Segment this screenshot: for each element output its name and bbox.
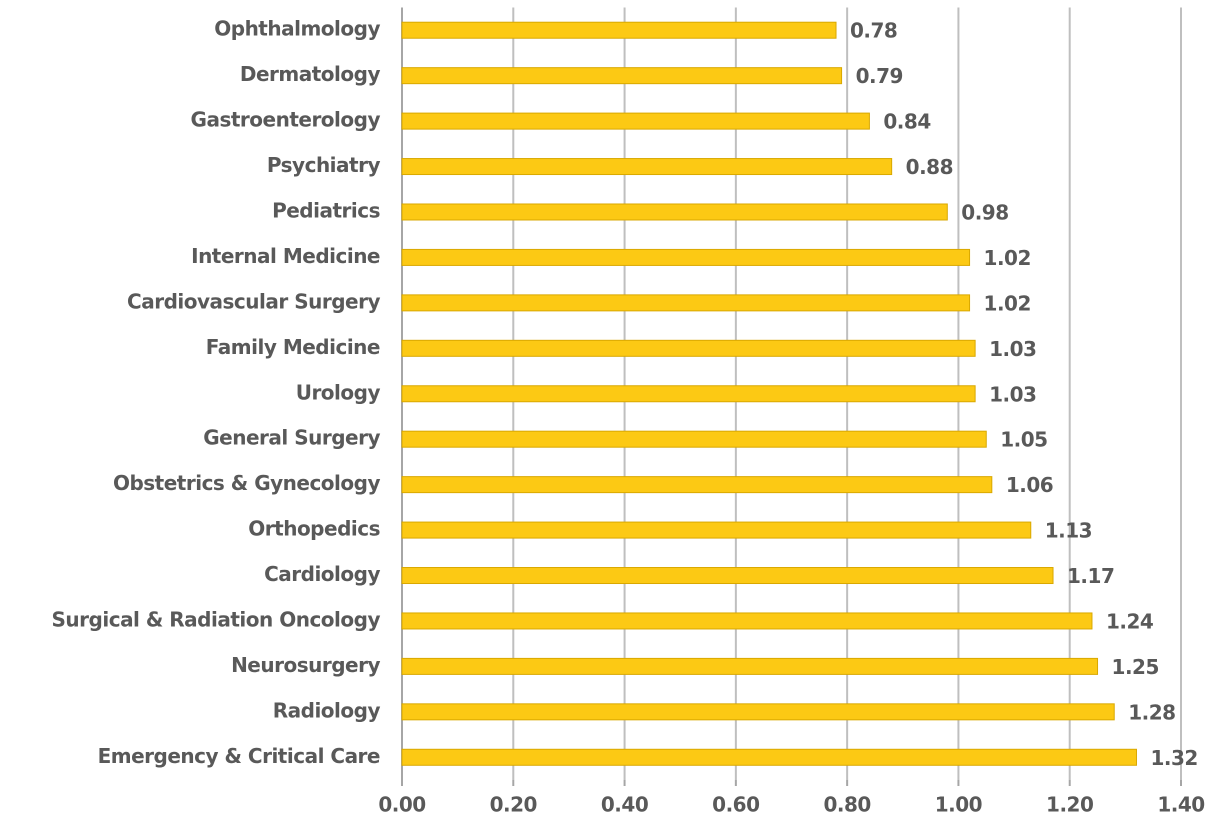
data-label: 1.02 (984, 291, 1031, 315)
y-tick-label: Dermatology (240, 62, 381, 86)
bar (401, 248, 971, 266)
data-label: 1.02 (984, 246, 1031, 270)
y-tick-label: Family Medicine (206, 335, 380, 359)
y-tick-label: Orthopedics (248, 517, 380, 541)
y-tick-label: Surgical & Radiation Oncology (52, 607, 381, 631)
y-tick-label: Radiology (273, 698, 381, 722)
y-tick-label: Pediatrics (272, 198, 380, 222)
data-label: 0.84 (883, 110, 930, 134)
data-label: 1.06 (1006, 473, 1053, 497)
data-label: 1.05 (1000, 428, 1047, 452)
bar (401, 158, 893, 176)
data-label: 1.28 (1128, 700, 1175, 724)
bar (401, 703, 1115, 721)
data-label: 0.78 (850, 19, 897, 43)
bar (401, 657, 1099, 675)
x-tick-label: 0.80 (823, 793, 870, 817)
x-tick-label: 1.40 (1157, 793, 1204, 817)
bar (401, 612, 1093, 630)
y-tick-label: Cardiovascular Surgery (127, 289, 380, 313)
x-tick-label: 1.20 (1046, 793, 1093, 817)
bar (401, 112, 870, 130)
y-tick-label: Urology (296, 380, 381, 404)
bar (401, 567, 1054, 585)
bar (401, 521, 1032, 539)
data-label: 0.98 (961, 200, 1008, 224)
bar (401, 748, 1137, 766)
x-tick-label: 0.40 (601, 793, 648, 817)
y-tick-label: Gastroenterology (191, 108, 381, 132)
y-tick-label: Emergency & Critical Care (98, 744, 380, 768)
y-tick-label: Neurosurgery (231, 653, 380, 677)
bar (401, 67, 843, 85)
data-label: 1.24 (1106, 609, 1153, 633)
bar (401, 430, 987, 448)
data-label: 1.13 (1045, 519, 1092, 543)
bar (401, 21, 837, 39)
data-label: 1.25 (1112, 655, 1159, 679)
y-tick-label: Ophthalmology (214, 17, 380, 41)
data-label: 1.03 (989, 337, 1036, 361)
x-tick-label: 1.00 (935, 793, 982, 817)
bar (401, 339, 976, 357)
y-tick-label: Cardiology (264, 562, 380, 586)
data-label: 0.88 (906, 155, 953, 179)
bar (401, 385, 976, 403)
data-label: 0.79 (856, 64, 903, 88)
y-tick-label: Obstetrics & Gynecology (113, 471, 381, 495)
data-label: 1.32 (1150, 746, 1197, 770)
x-tick-label: 0.20 (490, 793, 537, 817)
x-tick-label: 0.60 (712, 793, 759, 817)
bar (401, 203, 948, 221)
bar (401, 476, 993, 494)
data-label: 1.17 (1067, 564, 1114, 588)
data-label: 1.03 (989, 382, 1036, 406)
y-tick-label: General Surgery (203, 426, 380, 450)
y-tick-label: Internal Medicine (191, 244, 380, 268)
bar (401, 294, 971, 312)
y-tick-label: Psychiatry (267, 153, 381, 177)
x-tick-label: 0.00 (378, 793, 425, 817)
